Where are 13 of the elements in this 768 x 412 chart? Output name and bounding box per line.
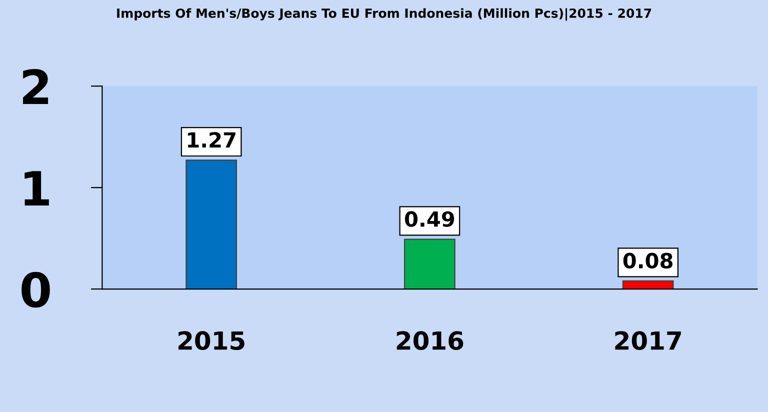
data-label: 1.27 <box>188 132 236 148</box>
x-tick-label: 2017 <box>615 331 681 350</box>
x-tick-label: 2016 <box>396 331 464 350</box>
x-tick-label: 2015 <box>178 331 244 350</box>
data-label: 0.49 <box>404 211 454 227</box>
chart-title: Imports Of Men's/Boys Jeans To EU From Indonesia (Million Pcs)|2015 - 2017 <box>117 8 652 21</box>
bar <box>404 238 456 290</box>
y-tick-label: 2 <box>23 69 48 104</box>
bar <box>622 280 674 290</box>
y-tick-label: 1 <box>24 171 49 206</box>
y-tick-label: 0 <box>22 272 50 308</box>
data-label: 0.08 <box>623 252 672 269</box>
bar <box>186 160 237 290</box>
